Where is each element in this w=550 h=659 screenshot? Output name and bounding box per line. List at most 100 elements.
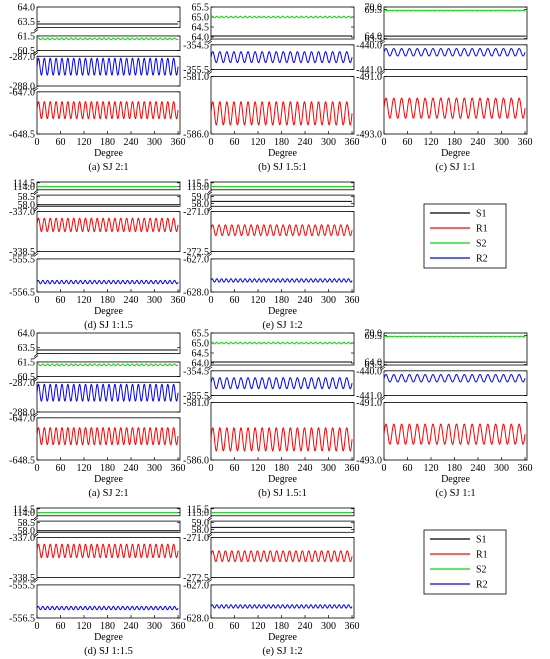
subplot-caption: (e) SJ 1:2 <box>262 646 302 657</box>
legend-label-s2: S2 <box>476 565 487 576</box>
y-tick-label: -272.5 <box>183 247 209 258</box>
x-tick-label: 300 <box>321 463 336 474</box>
axis-frame <box>210 44 355 70</box>
x-tick-label: 0 <box>382 463 387 474</box>
y-tick-label: 70.0 <box>365 329 383 340</box>
x-tick-label: 240 <box>471 137 486 148</box>
axis-break-mark <box>33 515 39 522</box>
x-tick-label: 240 <box>298 463 313 474</box>
x-axis-label: Degree <box>94 306 123 317</box>
x-tick-label: 0 <box>209 463 214 474</box>
series-r2-line <box>36 279 179 285</box>
x-tick-label: 0 <box>382 137 387 148</box>
y-tick-label: -491.0 <box>356 72 382 83</box>
x-tick-label: 60 <box>56 137 66 148</box>
y-tick-label: -271.0 <box>183 207 209 218</box>
y-tick-label: 63.5 <box>18 343 36 354</box>
x-tick-label: 0 <box>35 621 40 632</box>
y-tick-label: 64.0 <box>365 32 383 43</box>
x-tick-label: 360 <box>345 137 360 148</box>
y-tick-label: 114.5 <box>13 178 35 189</box>
axis-frame <box>210 507 355 517</box>
y-tick-label: 58.0 <box>192 525 210 536</box>
x-tick-label: 300 <box>321 621 336 632</box>
axis-frame <box>36 6 181 28</box>
x-tick-label: 360 <box>171 463 186 474</box>
x-axis-label: Degree <box>94 474 123 485</box>
x-tick-label: 300 <box>147 621 162 632</box>
x-tick-label: 180 <box>447 137 462 148</box>
x-tick-label: 300 <box>494 137 509 148</box>
axis-break-mark <box>33 577 39 583</box>
y-tick-label: -555.5 <box>9 254 35 265</box>
x-tick-label: 120 <box>77 463 92 474</box>
axis-break-mark <box>380 69 386 75</box>
x-tick-label: 300 <box>147 295 162 306</box>
series-r2-line <box>36 57 179 76</box>
series-r2-line <box>383 374 526 383</box>
y-tick-label: -354.5 <box>183 40 209 51</box>
legend-label-r2: R2 <box>476 580 488 591</box>
x-tick-label: 60 <box>56 295 66 306</box>
axis-frame <box>210 584 355 619</box>
y-tick-label: -493.0 <box>356 456 382 467</box>
x-tick-label: 180 <box>274 463 289 474</box>
x-tick-label: 180 <box>100 137 115 148</box>
y-tick-label: -355.5 <box>183 65 209 76</box>
axis-frame <box>210 370 355 396</box>
y-tick-label: -556.5 <box>9 614 35 625</box>
axis-break-mark <box>33 376 39 382</box>
y-tick-label: -648.5 <box>9 456 35 467</box>
y-tick-label: 58.0 <box>18 200 36 211</box>
x-tick-label: 60 <box>230 137 240 148</box>
axis-frame <box>383 332 528 366</box>
series-r1-line <box>210 101 353 126</box>
x-tick-label: 240 <box>124 137 139 148</box>
x-tick-label: 360 <box>518 137 533 148</box>
series-r2-line <box>210 377 353 390</box>
axis-break-mark <box>207 395 213 401</box>
series-s2-line <box>210 341 353 345</box>
x-tick-label: 240 <box>471 463 486 474</box>
axis-frame <box>36 537 181 578</box>
x-tick-label: 60 <box>230 295 240 306</box>
x-tick-label: 120 <box>77 621 92 632</box>
x-axis-label: Degree <box>268 306 297 317</box>
x-tick-label: 360 <box>171 295 186 306</box>
series-r2-line <box>210 604 353 609</box>
x-tick-label: 240 <box>124 295 139 306</box>
subplot-3: 70.069.5 64.063.5-440.0 -441.0-491.0 -493.0… <box>356 3 532 174</box>
x-tick-label: 180 <box>274 295 289 306</box>
x-tick-label: 300 <box>321 137 336 148</box>
axis-frame <box>383 6 528 40</box>
axis-frame <box>36 211 181 252</box>
y-tick-label: 115.5 <box>187 504 209 515</box>
y-tick-label: 58.5 <box>18 518 36 529</box>
x-tick-label: 120 <box>251 621 266 632</box>
axis-break-mark <box>207 515 213 522</box>
axis-frame <box>210 537 355 578</box>
x-tick-label: 60 <box>230 621 240 632</box>
y-tick-label: -627.0 <box>183 254 209 265</box>
series-s2-line <box>36 37 179 41</box>
x-tick-label: 0 <box>209 621 214 632</box>
axis-break-mark <box>207 69 213 75</box>
series-r1-line <box>36 217 179 232</box>
y-tick-label: 63.5 <box>365 360 383 371</box>
axis-break-mark <box>207 532 213 538</box>
legend: S1 R1 S2 R2 <box>423 529 507 595</box>
y-tick-label: 60.5 <box>18 46 36 57</box>
y-tick-label: -272.5 <box>183 573 209 584</box>
x-tick-label: 120 <box>251 295 266 306</box>
subplot-8: 70.069.5 64.063.5-440.0 -441.0-491.0 -493.0… <box>356 329 532 500</box>
y-tick-label: -581.0 <box>183 72 209 83</box>
y-tick-label: -338.5 <box>9 247 35 258</box>
subplot-caption: (d) SJ 1:1.5 <box>84 320 133 331</box>
axis-break-mark <box>207 577 213 583</box>
x-tick-label: 300 <box>321 295 336 306</box>
series-r1-line <box>36 543 179 558</box>
legend-label-s2: S2 <box>476 239 487 250</box>
x-tick-label: 60 <box>56 463 66 474</box>
y-tick-label: 115.0 <box>187 182 209 193</box>
